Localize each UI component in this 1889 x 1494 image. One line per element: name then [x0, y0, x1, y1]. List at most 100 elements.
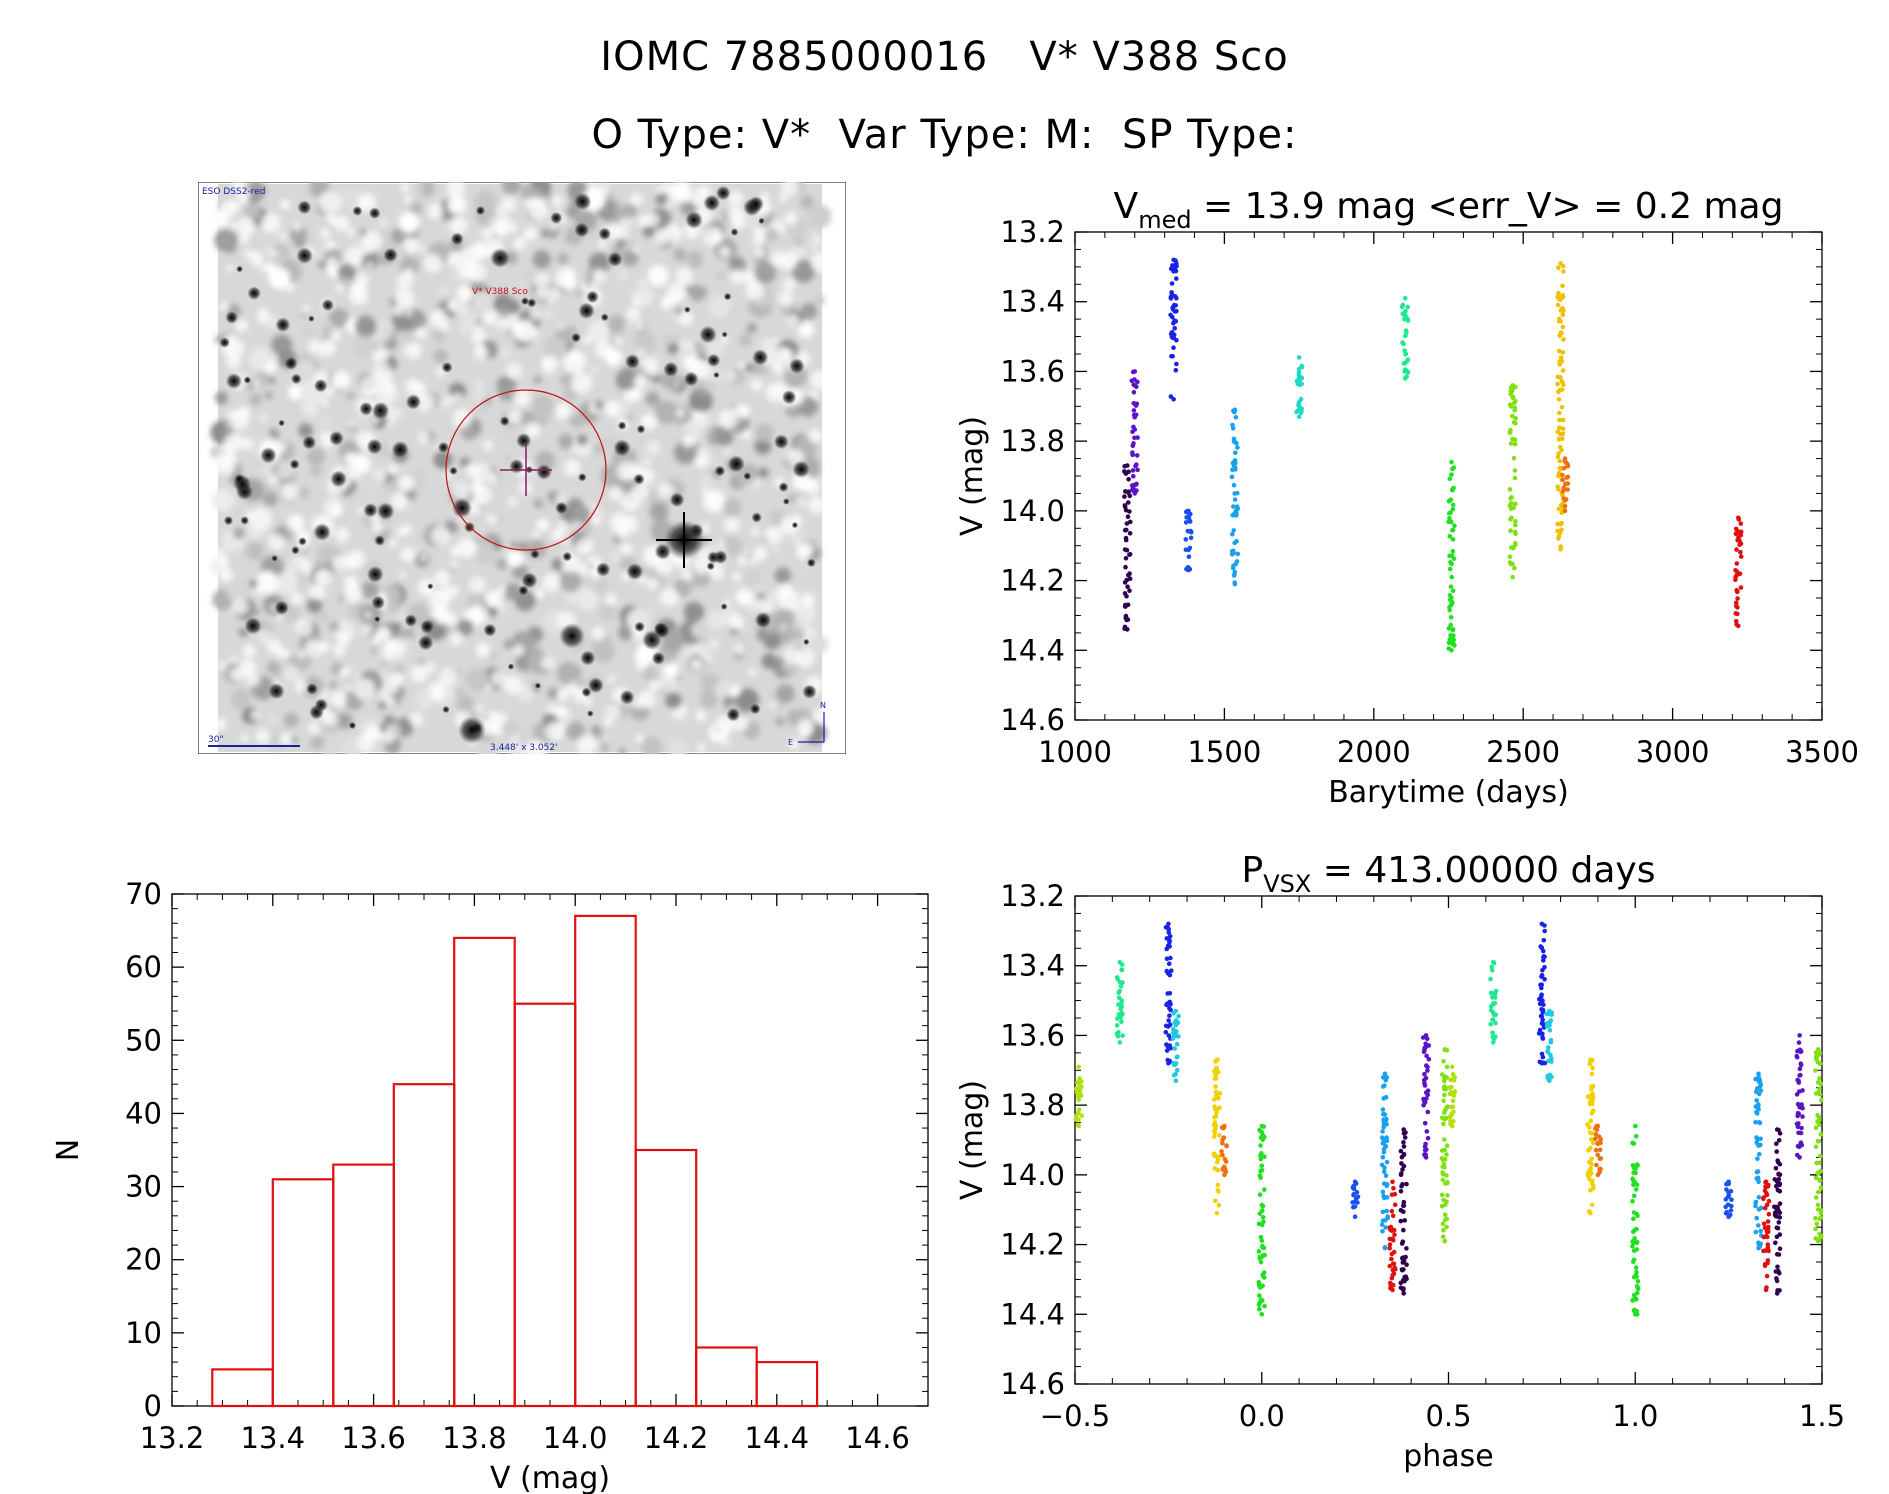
- sky-noise-blob: [469, 326, 486, 343]
- sky-star: [791, 521, 799, 529]
- data-point: [1756, 1223, 1761, 1228]
- sky-noise-blob: [263, 315, 278, 330]
- data-point: [1351, 1204, 1356, 1210]
- data-point: [1555, 521, 1560, 527]
- data-point: [1425, 1092, 1430, 1098]
- data-point: [1635, 1279, 1641, 1284]
- data-point: [1259, 1312, 1265, 1317]
- data-point: [1169, 353, 1174, 359]
- x-tick-label: 13.4: [241, 1421, 306, 1455]
- plot-frame: [1074, 895, 1823, 1385]
- sky-noise-blob: [633, 332, 657, 356]
- data-point: [1557, 410, 1562, 416]
- data-point: [1444, 1064, 1450, 1070]
- sky-star: [268, 682, 285, 700]
- data-point: [1817, 1091, 1823, 1097]
- data-point: [1230, 467, 1235, 473]
- sky-star: [509, 458, 525, 474]
- data-point: [1556, 348, 1562, 354]
- data-point: [1630, 1199, 1635, 1204]
- data-point: [1352, 1214, 1358, 1219]
- sky-noise-blob: [394, 698, 402, 706]
- data-point: [1444, 1216, 1450, 1222]
- sky-noise-blob: [506, 700, 514, 708]
- sky-noise-blob: [808, 429, 823, 444]
- y-tick-label: 14.2: [1000, 1228, 1065, 1262]
- data-point: [1383, 1144, 1389, 1149]
- y-tick-label: 14.6: [1000, 1367, 1065, 1401]
- data-point: [1260, 1215, 1266, 1220]
- data-point: [1632, 1181, 1638, 1186]
- data-point: [1738, 521, 1744, 526]
- sky-noise-blob: [700, 673, 718, 692]
- sky-noise-blob: [599, 603, 616, 621]
- data-point: [1119, 1019, 1124, 1024]
- sky-noise-blob: [813, 707, 831, 725]
- sky-noise-blob: [663, 224, 683, 243]
- data-point: [1490, 1010, 1496, 1015]
- sky-noise-blob: [613, 535, 621, 544]
- sky-star: [607, 251, 623, 267]
- sky-noise-blob: [335, 527, 350, 543]
- data-point: [1260, 1253, 1266, 1258]
- data-point: [1439, 1192, 1445, 1198]
- sky-noise-blob: [563, 267, 575, 279]
- sky-noise-blob: [329, 503, 343, 518]
- data-point: [1398, 1189, 1404, 1194]
- sky-noise-blob: [264, 361, 277, 374]
- data-point: [1818, 1234, 1824, 1240]
- data-point: [1134, 481, 1139, 487]
- data-point: [1392, 1265, 1397, 1270]
- data-point: [1507, 554, 1513, 560]
- sky-noise-blob: [237, 217, 256, 236]
- data-point: [1508, 506, 1514, 512]
- data-point: [1556, 265, 1561, 270]
- data-point: [1559, 330, 1564, 336]
- sky-noise-blob: [641, 413, 658, 431]
- data-point: [1183, 537, 1189, 542]
- data-point: [1449, 1104, 1454, 1110]
- data-point: [1134, 453, 1140, 458]
- sky-noise-blob: [319, 414, 335, 430]
- data-point: [1172, 294, 1178, 299]
- data-point: [1258, 1297, 1264, 1302]
- data-point: [1424, 1129, 1430, 1134]
- sky-noise-blob: [337, 263, 356, 282]
- data-point: [1773, 1183, 1779, 1189]
- data-point: [1259, 1123, 1265, 1129]
- sky-noise-blob: [558, 321, 567, 330]
- sky-star: [758, 217, 765, 225]
- sky-noise-blob: [683, 601, 705, 623]
- sky-noise-blob: [764, 526, 783, 545]
- data-point: [1813, 1144, 1819, 1150]
- sky-noise-blob: [520, 185, 535, 200]
- data-point: [1390, 1272, 1395, 1278]
- y-tick-label: 14.0: [1000, 1158, 1065, 1192]
- data-point: [1512, 565, 1517, 571]
- data-point: [1559, 436, 1565, 442]
- data-point: [1125, 584, 1130, 589]
- data-point: [1174, 1041, 1180, 1047]
- data-point: [1451, 637, 1456, 643]
- sky-noise-blob: [479, 406, 486, 413]
- data-point: [1547, 1008, 1552, 1014]
- data-point: [1212, 1120, 1218, 1125]
- histogram-bar: [634, 1148, 698, 1408]
- page-title: IOMC 7885000016 V* V388 Sco: [600, 34, 1289, 80]
- data-point: [1234, 441, 1239, 446]
- data-point: [1588, 1057, 1593, 1063]
- data-point: [1166, 921, 1171, 927]
- data-point: [1122, 527, 1128, 533]
- data-point: [1390, 1179, 1395, 1185]
- data-point: [1541, 948, 1546, 954]
- data-point: [1441, 1078, 1447, 1084]
- data-point: [1559, 527, 1564, 533]
- sky-noise-blob: [577, 588, 599, 611]
- data-point: [1442, 1110, 1447, 1115]
- sky-noise-blob: [565, 721, 585, 741]
- sky-noise-blob: [281, 483, 298, 500]
- data-point: [1402, 348, 1407, 353]
- data-point: [1758, 1228, 1763, 1234]
- data-point: [1259, 1167, 1265, 1173]
- sky-noise-blob: [503, 639, 513, 649]
